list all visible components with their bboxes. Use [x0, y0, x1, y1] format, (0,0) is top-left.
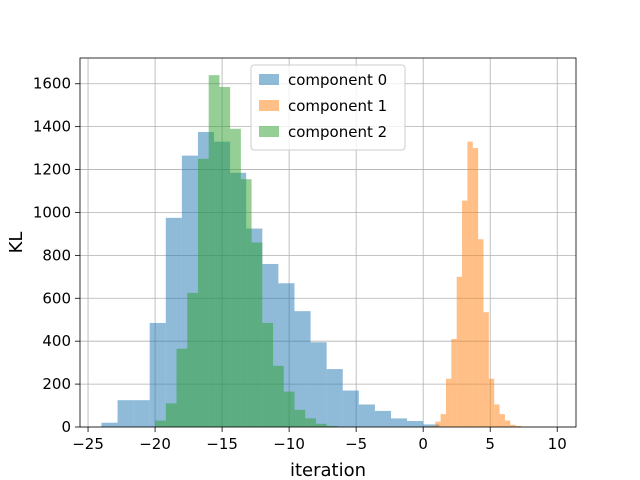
x-tick-label: −15 — [206, 435, 238, 453]
y-tick-label: 600 — [42, 289, 71, 307]
histogram-bar-component-2 — [155, 420, 166, 427]
y-tick-label: 1200 — [33, 161, 71, 179]
legend-label: component 2 — [288, 123, 387, 141]
histogram-bar-component-0 — [133, 400, 150, 427]
histogram-bar-component-2 — [251, 242, 263, 427]
histogram-bar-component-2 — [176, 348, 188, 427]
histogram-bar-component-1 — [462, 200, 468, 427]
legend-box — [250, 64, 406, 151]
histogram-bar-component-1 — [478, 239, 484, 427]
y-axis-label: KL — [6, 232, 27, 254]
x-tick-label: −10 — [273, 435, 305, 453]
y-tick-label: 0 — [61, 418, 71, 436]
x-tick-label: −5 — [345, 435, 367, 453]
x-axis-label: iteration — [290, 460, 366, 480]
histogram-bar-component-0 — [391, 418, 408, 427]
histogram-bar-component-0 — [117, 400, 134, 427]
plot-frame — [79, 57, 577, 428]
histogram-bar-component-1 — [440, 414, 446, 427]
histogram-bar-component-2 — [315, 423, 327, 427]
legend-swatch — [259, 74, 279, 85]
histogram-bar-component-2 — [262, 322, 274, 427]
histogram-bar-component-0 — [358, 404, 375, 427]
histogram-bar-component-1 — [429, 425, 436, 427]
histogram-bar-component-0 — [407, 420, 424, 427]
histogram-bar-component-2 — [273, 365, 284, 427]
histogram-bar-component-1 — [445, 378, 452, 427]
histogram-bar-component-2 — [219, 86, 231, 427]
legend-label: component 1 — [288, 97, 387, 115]
histogram-bar-component-1 — [472, 148, 479, 427]
histogram-bar-component-2 — [326, 425, 338, 427]
histogram-bar-component-2 — [197, 158, 209, 427]
x-tick-label: 5 — [485, 435, 495, 453]
y-tick-label: 200 — [42, 375, 71, 393]
histogram-bar-component-2 — [305, 418, 316, 427]
y-tick-label: 1400 — [33, 118, 71, 136]
histogram-bar-component-1 — [451, 339, 457, 427]
histogram-bar-component-2 — [208, 75, 220, 428]
x-tick-label: −20 — [139, 435, 171, 453]
y-tick-label: 400 — [42, 332, 71, 350]
x-tick-label: 10 — [548, 435, 567, 453]
x-axis-ticks: −25 −20 −15 −10 −5 0 5 10 — [72, 427, 567, 453]
y-tick-label: 1600 — [33, 75, 71, 93]
legend-swatch — [259, 126, 279, 137]
histogram-bar-component-1 — [510, 424, 516, 427]
histogram-bar-component-1 — [488, 378, 495, 427]
histogram-bar-component-0 — [342, 390, 359, 427]
histogram-bar-component-2 — [230, 128, 241, 427]
histogram-bar-component-1 — [494, 404, 500, 427]
histogram-bar-component-2 — [240, 179, 252, 427]
legend: component 0 component 1 component 2 — [250, 64, 406, 151]
legend-swatch — [259, 100, 279, 111]
histogram-bar-component-1 — [467, 141, 473, 427]
histogram-bar-component-0 — [294, 311, 311, 427]
y-tick-label: 800 — [42, 246, 71, 264]
histogram-bar-component-2 — [165, 403, 177, 427]
legend-label: component 0 — [288, 71, 387, 89]
histogram-bar-component-0 — [101, 422, 118, 427]
histogram-bar-component-1 — [483, 312, 489, 427]
histogram-bar-component-0 — [423, 424, 440, 427]
histogram-bar-component-2 — [283, 391, 295, 427]
histogram-bars — [101, 75, 522, 428]
y-axis-ticks: 0 200 400 600 800 1000 1200 1400 1600 — [33, 75, 80, 436]
histogram-bar-component-1 — [499, 414, 505, 427]
histogram-bar-component-1 — [515, 425, 522, 427]
x-tick-label: −25 — [72, 435, 104, 453]
histogram-bar-component-0 — [374, 410, 392, 427]
histogram-bar-component-2 — [294, 409, 306, 427]
histogram-bar-component-1 — [456, 276, 463, 427]
y-tick-label: 1000 — [33, 203, 71, 221]
histogram-bar-component-2 — [187, 292, 198, 427]
x-tick-label: 0 — [418, 435, 428, 453]
histogram-bar-component-1 — [435, 421, 441, 427]
histogram-bar-component-0 — [310, 342, 327, 427]
histogram-bar-component-1 — [504, 420, 511, 427]
histogram-bar-component-0 — [326, 369, 343, 427]
histogram-bar-component-0 — [149, 322, 166, 427]
